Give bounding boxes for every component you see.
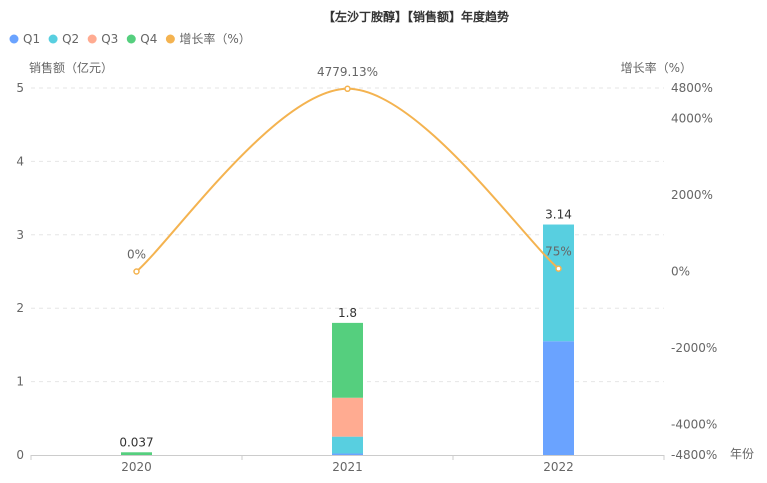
- legend-label: Q3: [101, 32, 118, 46]
- legend-label: Q1: [23, 32, 40, 46]
- y2-tick-label: 0%: [671, 265, 690, 279]
- growth-point: [133, 268, 140, 275]
- y-tick-label: 2: [16, 301, 24, 315]
- legend: Q1 Q2 Q3 Q4 增长率（%）: [9, 31, 251, 46]
- x-tick-label: 2020: [121, 460, 152, 474]
- y-axis-title: 销售额（亿元）: [29, 60, 113, 75]
- growth-point: [555, 265, 562, 272]
- bar-q2: [332, 436, 363, 454]
- x-axis-title: 年份: [730, 447, 754, 461]
- y2-tick-label: -2000%: [671, 341, 717, 355]
- growth-curve: [135, 87, 560, 273]
- legend-label: Q4: [140, 32, 157, 46]
- bar-total-label: 0.037: [119, 435, 153, 449]
- bar-q4: [332, 322, 363, 398]
- labels: 0.037 1.8 3.14 0% 4779.13% 75%: [119, 65, 572, 449]
- legend-label: Q2: [62, 32, 79, 46]
- grid: [31, 87, 664, 383]
- legend-marker: [9, 34, 19, 44]
- bars: [121, 224, 574, 455]
- y-axis: 0 1 2 3 4 5: [16, 81, 24, 462]
- growth-label: 0%: [127, 248, 146, 262]
- growth-line: [133, 85, 562, 275]
- y-tick-label: 5: [16, 81, 24, 95]
- x-tick-label: 2022: [543, 460, 574, 474]
- y-tick-label: 4: [16, 154, 24, 168]
- growth-label: 75%: [545, 245, 572, 259]
- bar-q2: [543, 224, 574, 342]
- y-tick-label: 0: [16, 448, 24, 462]
- bar-q1: [543, 341, 574, 455]
- bar-q4: [121, 452, 152, 455]
- legend-marker: [165, 34, 175, 44]
- bar-q3: [332, 397, 363, 437]
- y2-tick-label: -4800%: [671, 448, 717, 462]
- y2-tick-label: 2000%: [671, 188, 713, 202]
- y2-axis-title: 增长率（%）: [621, 60, 692, 75]
- y2-tick-label: -4000%: [671, 417, 717, 431]
- legend-marker: [87, 34, 97, 44]
- y-tick-label: 1: [16, 375, 24, 389]
- y2-axis: -4800% -4000% -2000% 0% 2000% 4000% 4800%: [671, 81, 717, 462]
- bar-q1: [332, 453, 363, 455]
- x-axis: 2020 2021 2022: [30, 455, 665, 474]
- legend-marker: [126, 34, 136, 44]
- y2-tick-label: 4000%: [671, 112, 713, 126]
- growth-point: [344, 85, 351, 93]
- legend-label: 增长率（%）: [179, 31, 250, 46]
- chart-title: 【左沙丁胺醇】【销售额】年度趋势: [323, 9, 509, 24]
- y-tick-label: 3: [16, 228, 24, 242]
- x-tick-label: 2021: [332, 460, 363, 474]
- growth-label: 4779.13%: [317, 65, 378, 79]
- y2-tick-label: 4800%: [671, 81, 713, 95]
- bar-total-label: 1.8: [338, 306, 357, 320]
- legend-marker: [48, 34, 58, 44]
- bar-total-label: 3.14: [545, 208, 572, 222]
